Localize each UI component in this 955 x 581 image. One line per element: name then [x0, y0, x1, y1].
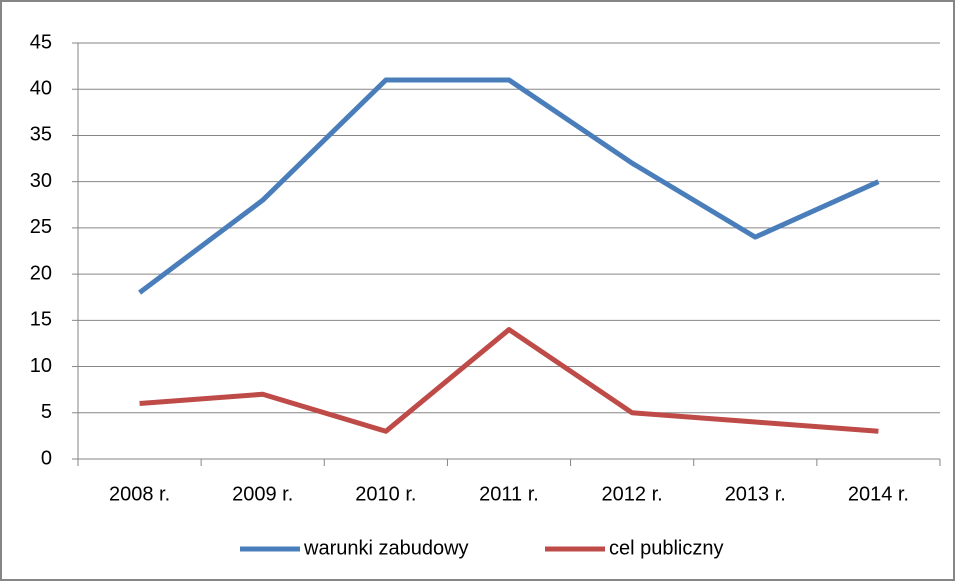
y-tick-label: 35	[30, 124, 52, 146]
y-tick-label: 30	[30, 170, 52, 192]
x-tick-label: 2013 r.	[725, 483, 786, 505]
y-tick-label: 25	[30, 216, 52, 238]
y-tick-label: 40	[30, 78, 52, 100]
y-tick-label: 10	[30, 355, 52, 377]
series-line	[139, 327, 879, 434]
x-tick-label: 2011 r.	[479, 483, 539, 505]
x-tick-label: 2014 r.	[848, 483, 909, 505]
x-tick-label: 2010 r.	[355, 483, 416, 505]
y-tick-label: 45	[30, 31, 52, 53]
y-tick-label: 20	[30, 262, 52, 284]
y-tick-label: 5	[41, 401, 52, 423]
y-tick-label: 0	[41, 447, 52, 469]
legend-label: warunki zabudowy	[303, 537, 469, 559]
x-tick-label: 2008 r.	[109, 483, 170, 505]
x-tick-label: 2012 r.	[602, 483, 663, 505]
series-line	[138, 77, 880, 295]
y-tick-label: 15	[30, 309, 52, 331]
x-tick-label: 2009 r.	[232, 483, 293, 505]
legend-label: cel publiczny	[609, 537, 724, 559]
